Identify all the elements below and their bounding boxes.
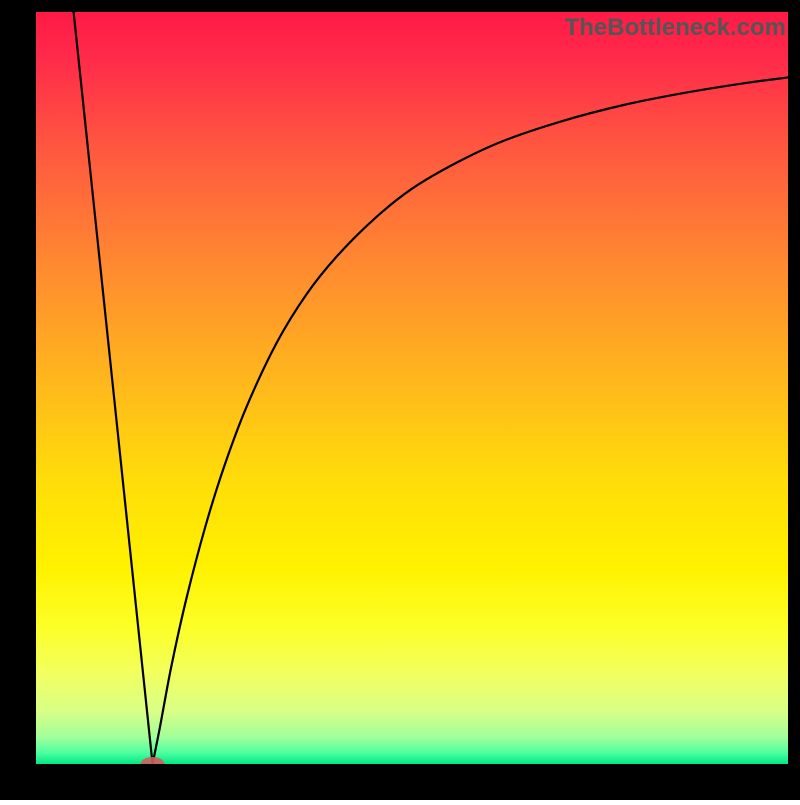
chart-plot-svg <box>36 12 788 764</box>
chart-plot-area <box>36 12 788 764</box>
watermark-text: TheBottleneck.com <box>565 14 786 42</box>
